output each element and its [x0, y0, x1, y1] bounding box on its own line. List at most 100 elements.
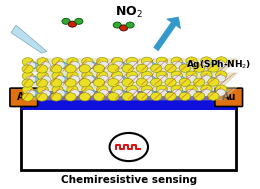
Polygon shape: [87, 61, 99, 69]
Circle shape: [193, 78, 205, 86]
Circle shape: [67, 57, 78, 66]
Circle shape: [122, 92, 133, 101]
Polygon shape: [116, 75, 128, 83]
Circle shape: [179, 78, 191, 86]
Circle shape: [158, 89, 167, 96]
Circle shape: [172, 61, 182, 68]
Circle shape: [26, 76, 36, 83]
Polygon shape: [58, 76, 69, 83]
Circle shape: [193, 64, 205, 72]
Circle shape: [193, 92, 205, 100]
Polygon shape: [24, 59, 238, 72]
Circle shape: [82, 57, 93, 66]
Circle shape: [70, 90, 80, 97]
Circle shape: [99, 61, 109, 69]
Circle shape: [171, 71, 182, 79]
Circle shape: [82, 71, 93, 80]
Circle shape: [65, 79, 76, 87]
Circle shape: [136, 78, 148, 87]
Circle shape: [52, 72, 63, 80]
Circle shape: [75, 18, 83, 24]
Circle shape: [126, 71, 138, 80]
Circle shape: [99, 76, 109, 83]
Polygon shape: [174, 61, 186, 68]
Circle shape: [79, 93, 90, 101]
Circle shape: [108, 93, 119, 101]
Circle shape: [165, 64, 176, 72]
Circle shape: [37, 58, 48, 66]
Circle shape: [187, 89, 196, 96]
Polygon shape: [145, 89, 157, 97]
Circle shape: [186, 57, 197, 65]
Circle shape: [93, 64, 105, 73]
Circle shape: [112, 85, 123, 94]
Circle shape: [62, 18, 70, 24]
Circle shape: [141, 57, 153, 65]
Circle shape: [143, 75, 153, 82]
Text: Au: Au: [16, 92, 31, 102]
Circle shape: [70, 76, 80, 83]
Circle shape: [201, 57, 212, 65]
Text: Au: Au: [222, 92, 236, 102]
Circle shape: [112, 71, 123, 80]
Circle shape: [187, 61, 196, 68]
Circle shape: [216, 85, 227, 93]
Circle shape: [120, 25, 128, 31]
Circle shape: [216, 57, 227, 65]
Circle shape: [208, 92, 219, 100]
Circle shape: [114, 75, 124, 83]
Circle shape: [151, 92, 162, 101]
Polygon shape: [116, 61, 128, 68]
Circle shape: [208, 78, 219, 86]
Polygon shape: [24, 87, 238, 100]
Circle shape: [52, 86, 63, 94]
Polygon shape: [145, 61, 157, 68]
Circle shape: [41, 76, 50, 83]
Circle shape: [126, 22, 134, 28]
Polygon shape: [174, 89, 186, 96]
Circle shape: [36, 79, 48, 87]
Circle shape: [22, 93, 33, 101]
Circle shape: [113, 22, 121, 28]
Circle shape: [36, 93, 48, 101]
Circle shape: [201, 89, 211, 96]
FancyBboxPatch shape: [215, 88, 243, 107]
Circle shape: [84, 76, 94, 83]
Circle shape: [141, 85, 153, 94]
Circle shape: [143, 61, 153, 68]
Circle shape: [156, 71, 167, 79]
Circle shape: [126, 85, 138, 94]
Circle shape: [201, 75, 211, 82]
Circle shape: [84, 62, 94, 69]
Text: NO$_2$: NO$_2$: [115, 4, 143, 19]
Polygon shape: [204, 61, 215, 68]
Circle shape: [112, 57, 123, 66]
Circle shape: [79, 79, 90, 87]
Circle shape: [128, 75, 138, 83]
Circle shape: [151, 78, 162, 87]
Circle shape: [68, 21, 76, 27]
Circle shape: [55, 76, 65, 83]
Circle shape: [122, 78, 133, 87]
Circle shape: [216, 71, 227, 79]
Circle shape: [51, 65, 62, 73]
Circle shape: [208, 64, 219, 72]
Polygon shape: [29, 76, 40, 83]
Circle shape: [156, 85, 167, 93]
Circle shape: [122, 64, 133, 73]
Circle shape: [187, 75, 196, 82]
Circle shape: [22, 86, 34, 94]
Circle shape: [109, 133, 148, 161]
Bar: [21, 91, 236, 109]
Circle shape: [41, 62, 50, 69]
Circle shape: [55, 90, 65, 97]
Circle shape: [216, 75, 226, 82]
Text: Chemiresistive sensing: Chemiresistive sensing: [61, 175, 197, 184]
Circle shape: [97, 57, 108, 66]
Polygon shape: [204, 75, 215, 82]
Circle shape: [126, 57, 138, 65]
Circle shape: [36, 65, 48, 73]
Polygon shape: [29, 62, 40, 69]
Polygon shape: [116, 90, 128, 97]
Polygon shape: [174, 75, 186, 82]
